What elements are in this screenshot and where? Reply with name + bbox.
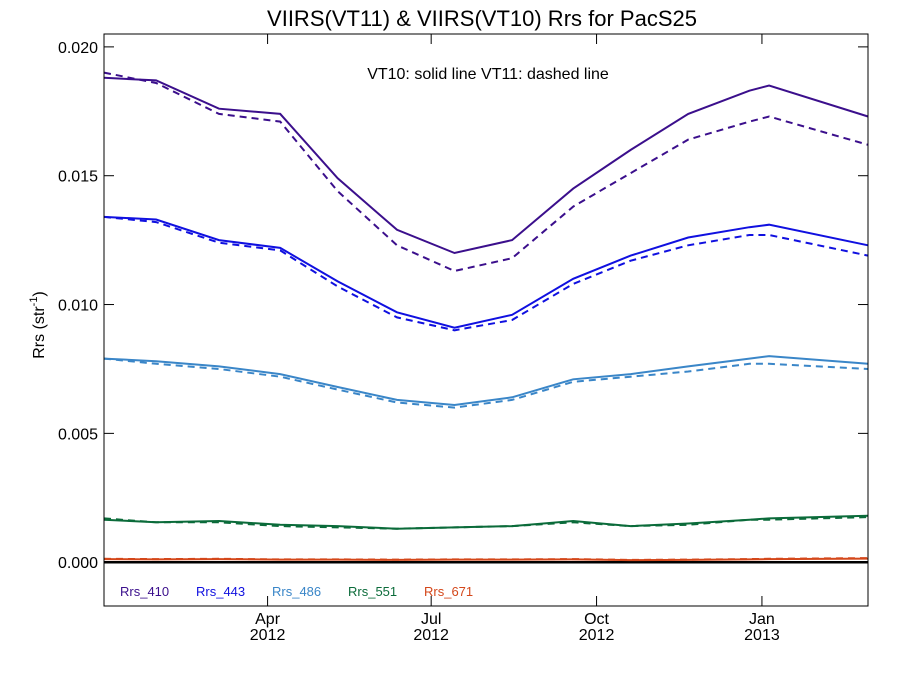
- series-rrs-410-vt11-dashed: [103, 71, 869, 273]
- chart-title: VIIRS(VT11) & VIIRS(VT10) Rrs for PacS25: [267, 6, 697, 31]
- x-tick-label-year: 2012: [413, 627, 449, 644]
- legend-item: Rrs_443: [196, 584, 245, 599]
- series-rrs-486-vt11-dashed: [103, 357, 869, 409]
- legend-item: Rrs_671: [424, 584, 473, 599]
- legend-item: Rrs_486: [272, 584, 321, 599]
- x-tick-label-year: 2013: [744, 627, 780, 644]
- x-tick-label-month: Jul: [421, 611, 441, 628]
- plot-frame: [103, 33, 869, 607]
- x-tick-label-month: Jan: [749, 611, 775, 628]
- series-rrs-551-vt11-dashed: [103, 516, 869, 530]
- y-tick-label: 0.005: [58, 426, 98, 443]
- series-rrs-443-vt11-dashed: [103, 215, 869, 332]
- x-tick-label-year: 2012: [579, 627, 615, 644]
- line-style-annotation: VT10: solid line VT11: dashed line: [367, 66, 609, 83]
- legend-item: Rrs_551: [348, 584, 397, 599]
- y-tick-label: 0.020: [58, 40, 98, 57]
- y-tick-label: 0.010: [58, 298, 98, 315]
- series-rrs-551-vt10-solid: [103, 514, 869, 530]
- legend-item: Rrs_410: [120, 584, 169, 599]
- y-axis-label: Rrs (str-1): [28, 291, 48, 359]
- y-tick-label: 0.000: [58, 555, 98, 572]
- x-tick-label-year: 2012: [250, 627, 286, 644]
- series-rrs-410-vt10-solid: [103, 76, 869, 255]
- y-tick-label: 0.015: [58, 169, 98, 186]
- x-tick-label-month: Oct: [584, 611, 609, 628]
- series-rrs-486-vt10-solid: [103, 355, 869, 407]
- x-tick-label-month: Apr: [255, 611, 281, 628]
- series-rrs-671-vt10-solid: [103, 557, 869, 562]
- series-rrs-443-vt10-solid: [103, 215, 869, 329]
- plot-area: 0.0000.0050.0100.0150.020Apr2012Jul2012O…: [58, 34, 869, 644]
